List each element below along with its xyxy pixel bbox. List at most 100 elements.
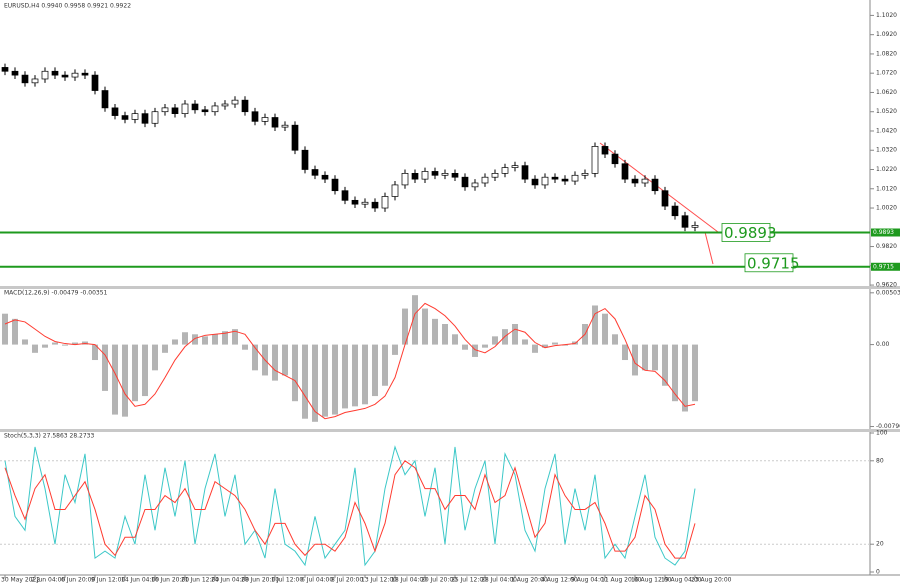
macd-bar bbox=[52, 342, 58, 345]
macd-bar bbox=[122, 344, 128, 417]
y-tick-label: 1.0120 bbox=[876, 185, 897, 192]
candle-body bbox=[421, 171, 429, 180]
x-tick-label: 6 Jul 04:00 bbox=[301, 577, 333, 584]
candle-body bbox=[271, 117, 279, 128]
candle-body bbox=[31, 78, 39, 84]
macd-bar bbox=[342, 344, 348, 409]
macd-bar bbox=[112, 344, 118, 415]
candle-body bbox=[451, 173, 459, 178]
macd-bar bbox=[632, 344, 638, 376]
y-tick-label: 1.0020 bbox=[876, 205, 897, 212]
macd-bar bbox=[362, 344, 368, 405]
x-tick-label: 14 Jun 04:00 bbox=[121, 577, 159, 584]
y-tick-label: -0.00796 bbox=[876, 423, 900, 430]
macd-bar bbox=[662, 344, 668, 386]
y-tick-label: 1.0920 bbox=[876, 31, 897, 38]
candle-body bbox=[591, 146, 599, 174]
candle-body bbox=[121, 115, 129, 120]
macd-bar bbox=[92, 344, 98, 361]
macd-bar bbox=[72, 342, 78, 345]
macd-bar bbox=[682, 344, 688, 412]
x-tick-label: 9 Jun 12:00 bbox=[91, 577, 125, 584]
candle-body bbox=[211, 105, 219, 113]
candle-body bbox=[131, 113, 139, 120]
macd-bar bbox=[42, 344, 48, 348]
candle-body bbox=[91, 74, 99, 91]
macd-bar bbox=[242, 344, 248, 350]
candle-body bbox=[341, 190, 349, 201]
macd-bar bbox=[22, 339, 28, 345]
candle-body bbox=[281, 124, 289, 128]
candle-body bbox=[221, 103, 229, 107]
candle-body bbox=[511, 165, 519, 168]
macd-bar bbox=[202, 336, 208, 345]
macd-bar bbox=[332, 344, 338, 415]
macd-bar bbox=[642, 344, 648, 371]
level-label: 0.9893 bbox=[724, 224, 777, 242]
macd-bar bbox=[382, 344, 388, 386]
x-tick-label: 28 Jun 20:00 bbox=[241, 577, 279, 584]
candle-body bbox=[241, 99, 249, 113]
candle-body bbox=[311, 169, 319, 176]
candle-body bbox=[51, 70, 59, 76]
candle-body bbox=[431, 171, 439, 176]
y-tick-label: 100 bbox=[876, 430, 888, 437]
candle-body bbox=[521, 165, 529, 180]
candle-body bbox=[581, 173, 589, 176]
macd-bar bbox=[212, 334, 218, 345]
candle-body bbox=[491, 173, 499, 178]
stoch-signal bbox=[4, 460, 696, 559]
macd-bar bbox=[692, 344, 698, 402]
y-tick-label: 0.00 bbox=[876, 341, 890, 348]
candle-body bbox=[171, 107, 179, 114]
candle-body bbox=[201, 109, 209, 113]
candle-body bbox=[151, 111, 159, 124]
candle-body bbox=[631, 178, 639, 184]
x-tick-label: 24 Jun 04:00 bbox=[211, 577, 249, 584]
trendline bbox=[599, 142, 719, 233]
x-tick-label: 1 Aug 20:00 bbox=[511, 577, 548, 584]
macd-bar bbox=[192, 334, 198, 345]
candle-body bbox=[401, 173, 409, 186]
macd-bar bbox=[272, 344, 278, 381]
candle-body bbox=[351, 199, 359, 205]
candle-body bbox=[331, 178, 339, 192]
macd-bar bbox=[472, 344, 478, 357]
macd-bar bbox=[312, 344, 318, 422]
candle-body bbox=[641, 178, 649, 184]
candle-body bbox=[191, 103, 199, 111]
macd-title: MACD(12,26,9) -0.00479 -0.00351 bbox=[4, 290, 108, 297]
candle-body bbox=[301, 149, 309, 170]
level-axis-label: 0.9715 bbox=[873, 263, 894, 270]
candle-body bbox=[111, 107, 119, 116]
macd-bar bbox=[32, 344, 38, 353]
macd-bar bbox=[162, 344, 168, 353]
candle-body bbox=[411, 173, 419, 180]
y-tick-label: 1.0520 bbox=[876, 108, 897, 115]
x-tick-label: 21 Jun 12:00 bbox=[181, 577, 219, 584]
macd-bar bbox=[562, 344, 568, 346]
macd-bar bbox=[392, 344, 398, 355]
candle-body bbox=[1, 67, 9, 72]
y-tick-label: 0.9620 bbox=[876, 282, 897, 289]
macd-bar bbox=[102, 344, 108, 391]
candle-body bbox=[481, 176, 489, 184]
level-box bbox=[721, 223, 771, 242]
x-tick-label: 2 Jun 04:00 bbox=[31, 577, 65, 584]
candle-body bbox=[161, 107, 169, 113]
y-tick-label: 0.00503 bbox=[876, 289, 900, 296]
y-tick-label: 80 bbox=[876, 457, 884, 464]
macd-bar bbox=[492, 336, 498, 345]
macd-bar bbox=[412, 295, 418, 345]
macd-bar bbox=[542, 344, 548, 348]
candle-body bbox=[291, 124, 299, 151]
macd-bar bbox=[2, 313, 8, 345]
y-tick-label: 20 bbox=[876, 541, 884, 548]
candle-body bbox=[691, 225, 699, 228]
y-tick-label: 1.0220 bbox=[876, 166, 897, 173]
macd-bar bbox=[252, 344, 258, 371]
macd-bar bbox=[432, 318, 438, 345]
macd-bar bbox=[602, 313, 608, 345]
level-label: 0.9715 bbox=[747, 254, 800, 272]
